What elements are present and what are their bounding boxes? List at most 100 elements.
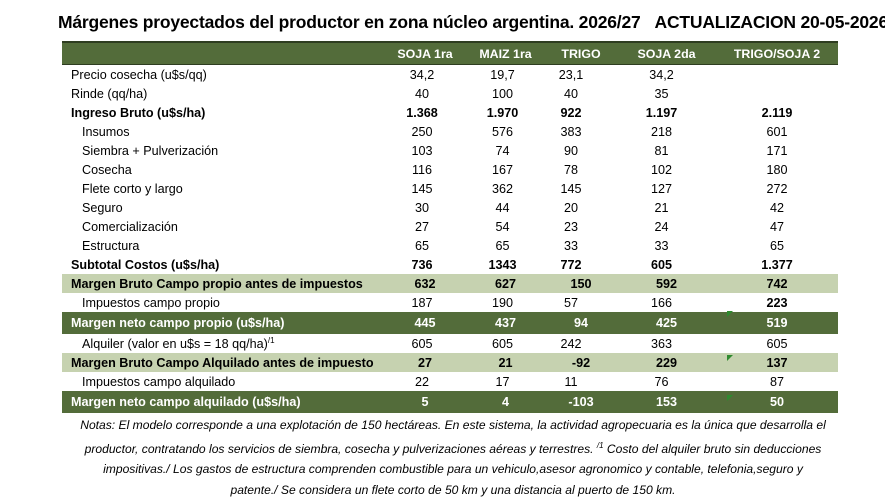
cell-maiz: 576: [491, 124, 513, 139]
cell-trigo-soja2: 65: [769, 238, 784, 253]
note-line: impositivas./ Los gastos de estructura c…: [103, 462, 803, 477]
cell-soja2: 24: [654, 219, 669, 234]
cell-maiz: 167: [491, 162, 513, 177]
col-header-maiz: MAIZ 1ra: [466, 41, 545, 65]
cell-soja1: 605: [411, 336, 433, 351]
cell-trigo-soja2: 87: [769, 374, 784, 389]
cell-maiz: 74: [495, 143, 510, 158]
cell-soja2: 166: [650, 295, 672, 310]
cell-soja2: 127: [650, 181, 672, 196]
table-row: Margen neto campo propio (u$s/ha) 445 43…: [62, 312, 838, 334]
table-row: Rinde (qq/ha) 40 100 40 35: [62, 84, 838, 103]
cell-soja2: 33: [654, 238, 669, 253]
table-row: Alquiler (valor en u$s = 18 qq/ha)/1 605…: [62, 334, 838, 353]
row-label-text: Alquiler (valor en u$s = 18 qq/ha): [82, 337, 268, 352]
row-label: Precio cosecha (u$s/qq): [71, 67, 207, 82]
row-label: Estructura: [82, 238, 140, 253]
cell-soja2: 34,2: [649, 67, 674, 82]
footnote-marker: /1: [267, 335, 275, 345]
table-row: Cosecha 116 167 78 102 180: [62, 160, 838, 179]
cell-trigo-soja2: 180: [766, 162, 788, 177]
cell-soja2: 102: [650, 162, 672, 177]
row-label: Ingreso Bruto (u$s/ha): [71, 105, 206, 120]
row-label: Siembra + Pulverización: [82, 143, 219, 158]
cell-soja2: 592: [617, 274, 716, 293]
table-row: Seguro 30 44 20 21 42: [62, 198, 838, 217]
note-line: productor, contratando los servicios de …: [58, 436, 848, 460]
comment-marker: [727, 311, 733, 317]
cell-trigo: 150: [545, 274, 617, 293]
cell-soja1: 5: [384, 391, 466, 413]
cell-trigo: 33: [563, 238, 578, 253]
cell-trigo-soja2: 742: [716, 274, 838, 293]
cell-soja2: 81: [654, 143, 669, 158]
col-header-trigo-soja2: TRIGO/SOJA 2: [716, 41, 838, 65]
cell-soja1: 187: [411, 295, 433, 310]
table-row: Flete corto y largo 145 362 145 127 272: [62, 179, 838, 198]
row-label: Comercialización: [82, 219, 178, 234]
cell-soja1: 632: [384, 274, 466, 293]
table-row: Comercialización 27 54 23 24 47: [62, 217, 838, 236]
cell-trigo: 23,1: [558, 67, 584, 82]
cell-maiz: 437: [466, 312, 545, 334]
table-row: Margen Bruto Campo propio antes de impue…: [62, 274, 838, 293]
title-text: Márgenes proyectados del productor en zo…: [58, 12, 641, 32]
header-blank: [62, 41, 384, 65]
cell-soja1: 1.368: [406, 105, 438, 120]
cell-trigo: 57: [563, 295, 578, 310]
row-label: Impuestos campo alquilado: [82, 374, 236, 389]
cell-trigo-soja2: 223: [766, 295, 788, 310]
table-row: Estructura 65 65 33 33 65: [62, 236, 838, 255]
cell-trigo-soja2: 50: [716, 391, 838, 413]
col-header-soja2: SOJA 2da: [617, 41, 716, 65]
row-label: Impuestos campo propio: [82, 295, 220, 310]
cell-maiz: 362: [491, 181, 513, 196]
cell-soja1: 27: [414, 219, 429, 234]
cell-soja1: 34,2: [409, 67, 435, 82]
cell-maiz: 1343: [488, 257, 517, 272]
comment-marker: [727, 355, 733, 361]
cell-soja2: 218: [650, 124, 672, 139]
cell-soja1: 40: [414, 86, 429, 101]
note-text: Costo del alquiler bruto sin deducciones: [603, 441, 822, 456]
cell-soja1: 22: [414, 374, 429, 389]
cell-trigo-soja2: 605: [766, 336, 788, 351]
cell-maiz: 21: [466, 353, 545, 372]
cell-trigo: 40: [563, 86, 578, 101]
cell-soja2: 21: [654, 200, 669, 215]
cell-soja1: 30: [414, 200, 429, 215]
cell-trigo: -92: [545, 353, 617, 372]
row-label: Rinde (qq/ha): [71, 86, 148, 101]
cell-soja2: 605: [650, 257, 672, 272]
comment-marker: [727, 395, 733, 401]
cell-trigo: -103: [545, 391, 617, 413]
cell-soja2: 1.197: [645, 105, 678, 120]
table-row: Subtotal Costos (u$s/ha) 736 1343 772 60…: [62, 255, 838, 274]
cell-trigo-soja2: 519: [716, 312, 838, 334]
cell-trigo: 11: [564, 374, 578, 389]
row-label: Insumos: [82, 124, 130, 139]
cell-trigo-soja2: 171: [766, 143, 788, 158]
cell-trigo: 922: [560, 105, 582, 120]
header-row: SOJA 1ra MAIZ 1ra TRIGO SOJA 2da TRIGO/S…: [62, 41, 838, 65]
cell-soja1: 250: [411, 124, 433, 139]
cell-soja2: 76: [654, 374, 669, 389]
cell-soja1: 145: [411, 181, 433, 196]
cell-trigo-soja2: 42: [769, 200, 784, 215]
margins-table: SOJA 1ra MAIZ 1ra TRIGO SOJA 2da TRIGO/S…: [62, 41, 838, 413]
row-label: Seguro: [82, 200, 123, 215]
note-line: Notas: El modelo corresponde a una explo…: [80, 418, 826, 432]
col-header-soja1: SOJA 1ra: [384, 41, 466, 65]
cell-maiz: 17: [495, 374, 510, 389]
cell-maiz: 1.970: [486, 105, 519, 120]
cell-trigo: 90: [563, 143, 578, 158]
cell-soja2: 153: [617, 391, 716, 413]
cell-trigo: 145: [560, 181, 582, 196]
table-row: Precio cosecha (u$s/qq) 34,2 19,7 23,1 3…: [62, 65, 838, 85]
cell-trigo-soja2: 2.119: [761, 105, 793, 120]
cell-trigo-soja2: 1.377: [761, 257, 793, 272]
row-label: Flete corto y largo: [82, 181, 183, 196]
row-label: Margen Bruto Campo propio antes de impue…: [62, 274, 384, 293]
cell-trigo-soja2: 272: [766, 181, 788, 196]
cell-maiz: 190: [491, 295, 513, 310]
